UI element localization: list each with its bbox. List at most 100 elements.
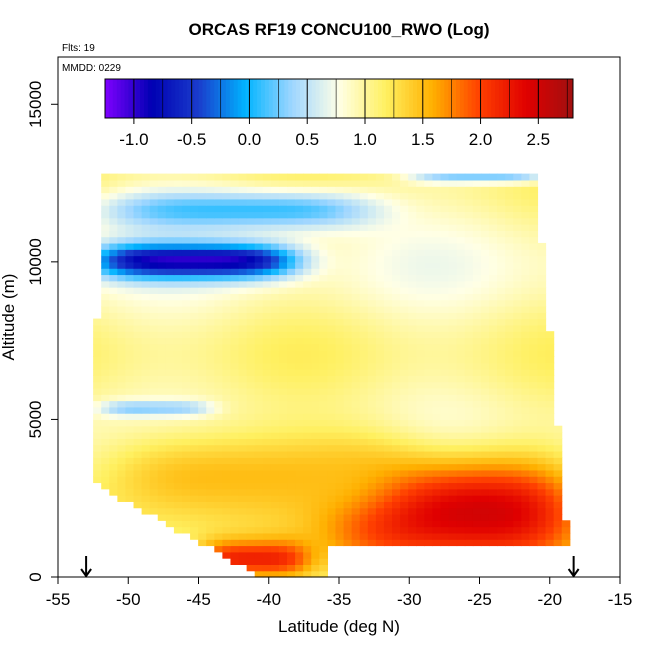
heatmap-cell	[295, 356, 304, 364]
heatmap-cell	[262, 463, 272, 471]
heatmap-cell	[335, 205, 345, 213]
heatmap-cell	[270, 513, 280, 521]
heatmap-cell	[238, 224, 248, 231]
heatmap-cell	[375, 293, 385, 301]
heatmap-cell	[246, 261, 256, 269]
heatmap-cell	[230, 293, 240, 301]
heatmap-cell	[141, 350, 151, 357]
heatmap-cell	[343, 249, 353, 257]
heatmap-cell	[262, 362, 272, 370]
heatmap-cell	[270, 413, 280, 421]
heatmap-cell	[513, 419, 522, 427]
heatmap-cell	[416, 299, 425, 307]
heatmap-cell	[181, 205, 191, 213]
heatmap-cell	[214, 457, 223, 465]
heatmap-cell	[497, 331, 506, 339]
heatmap-cell	[400, 217, 409, 225]
heatmap-cell	[335, 476, 345, 484]
heatmap-cell	[432, 387, 442, 395]
heatmap-cell	[392, 318, 401, 326]
heatmap-cell	[149, 236, 159, 244]
heatmap-cell	[141, 249, 151, 257]
heatmap-cell	[480, 230, 490, 238]
heatmap-cell	[513, 507, 522, 515]
heatmap-cell	[416, 501, 425, 509]
heatmap-cell	[440, 274, 450, 282]
heatmap-cell	[343, 230, 353, 238]
heatmap-cell	[319, 564, 329, 572]
heatmap-cell	[335, 369, 345, 376]
heatmap-cell	[335, 444, 345, 452]
heatmap-cell	[157, 324, 167, 332]
heatmap-cell	[117, 463, 127, 471]
heatmap-cell	[513, 331, 522, 339]
heatmap-cell	[513, 425, 522, 433]
heatmap-cell	[416, 293, 425, 301]
heatmap-cell	[230, 305, 240, 313]
heatmap-cell	[246, 255, 256, 263]
heatmap-cell	[488, 268, 498, 276]
heatmap-cell	[424, 476, 434, 484]
colorbar-segment	[401, 79, 406, 118]
heatmap-cell	[303, 438, 312, 446]
heatmap-cell	[456, 482, 466, 490]
heatmap-cell	[327, 438, 337, 446]
heatmap-cell	[351, 255, 361, 263]
heatmap-cell	[262, 545, 272, 553]
heatmap-cell	[343, 274, 353, 282]
heatmap-cell	[408, 331, 417, 339]
heatmap-cell	[278, 343, 288, 351]
heatmap-cell	[190, 249, 199, 257]
heatmap-cell	[206, 469, 215, 477]
heatmap-cell	[165, 444, 175, 452]
heatmap-cell	[190, 507, 199, 515]
heatmap-cell	[270, 438, 280, 446]
heatmap-cell	[335, 356, 345, 364]
heatmap-cell	[529, 406, 539, 414]
heatmap-cell	[222, 230, 232, 238]
flight-marker-arrow	[567, 556, 580, 578]
heatmap-cell	[303, 356, 312, 364]
heatmap-cell	[295, 526, 304, 534]
heatmap-cell	[529, 255, 539, 263]
heatmap-cell	[214, 476, 223, 484]
heatmap-cell	[109, 198, 118, 206]
heatmap-cell	[359, 236, 369, 244]
heatmap-cell	[529, 507, 539, 515]
heatmap-cell	[230, 375, 240, 383]
heatmap-cell	[335, 242, 345, 250]
colorbar-segment	[241, 79, 246, 118]
heatmap-cell	[488, 236, 498, 244]
colorbar-segment	[327, 79, 332, 118]
heatmap-cell	[149, 369, 159, 376]
heatmap-cell	[303, 400, 312, 408]
heatmap-cell	[488, 324, 498, 332]
heatmap-cell	[101, 331, 110, 339]
heatmap-cell	[537, 324, 547, 332]
heatmap-cell	[214, 343, 223, 351]
heatmap-cell	[133, 476, 143, 484]
heatmap-cell	[181, 211, 191, 219]
heatmap-cell	[109, 230, 118, 238]
heatmap-cell	[230, 324, 240, 332]
heatmap-cell	[109, 394, 118, 402]
heatmap-cell	[270, 173, 280, 181]
heatmap-cell	[464, 469, 474, 477]
heatmap-cell	[222, 476, 232, 484]
heatmap-cell	[375, 305, 385, 313]
heatmap-cell	[375, 205, 385, 213]
heatmap-cell	[278, 444, 288, 452]
heatmap-cell	[141, 463, 151, 471]
heatmap-cell	[254, 425, 264, 433]
heatmap-cell	[472, 362, 482, 370]
heatmap-cell	[214, 255, 223, 263]
heatmap-cell	[464, 488, 474, 496]
colorbar-segment	[206, 79, 211, 118]
heatmap-cell	[206, 539, 215, 547]
heatmap-cell	[101, 476, 110, 484]
heatmap-cell	[351, 432, 361, 439]
heatmap-cell	[125, 495, 135, 502]
heatmap-cell	[416, 457, 425, 465]
heatmap-cell	[327, 381, 337, 389]
heatmap-cell	[133, 450, 143, 458]
